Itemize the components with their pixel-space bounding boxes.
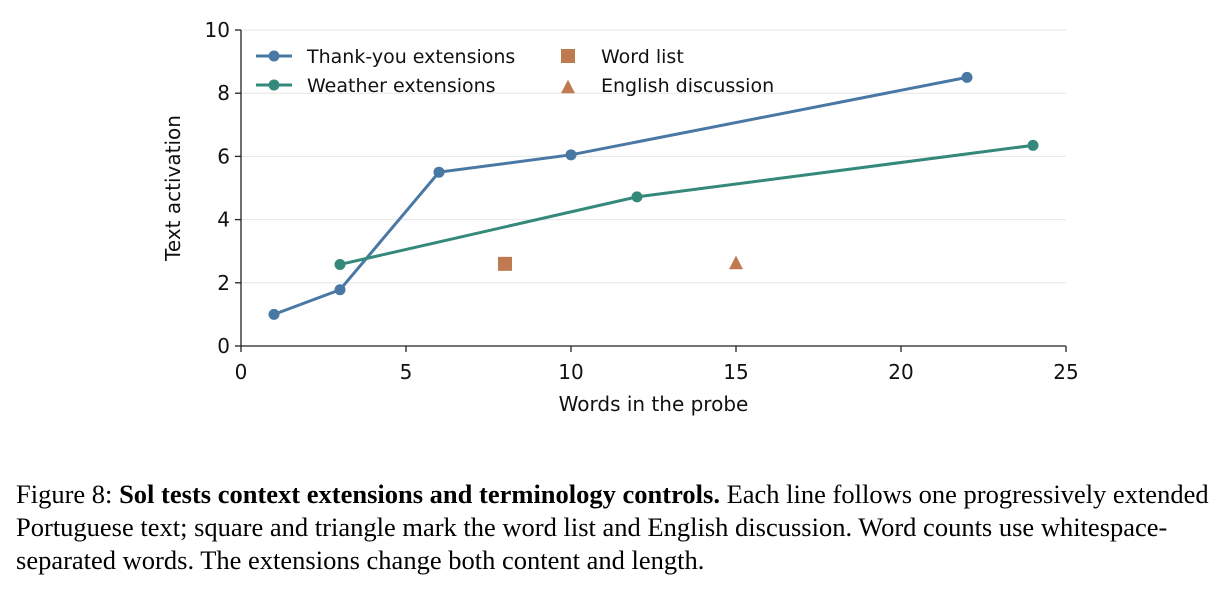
series-line-weather-extensions [339, 143, 1034, 266]
data-point-thank-you-extensions-4 [961, 71, 973, 83]
caption-text: Each line follows one progressively exte… [16, 479, 1209, 575]
data-point-thank-you-extensions-1 [334, 284, 346, 296]
x-tick-label-0: 0 [235, 360, 248, 384]
y-tick-label-10: 10 [205, 18, 230, 42]
legend-label-thank-you-extensions: Thank-you extensions [306, 46, 515, 68]
grid-lines [241, 29, 1066, 284]
y-tick-label-4: 4 [217, 208, 230, 232]
y-axis-label: Text activation [161, 115, 185, 262]
x-tick-label-5: 5 [400, 360, 413, 384]
legend-label-weather-extensions: Weather extensions [307, 75, 496, 97]
caption-prefix: Figure 8: [16, 479, 120, 509]
data-point-weather-extensions-0 [334, 258, 346, 270]
y-tick-label-8: 8 [217, 81, 230, 105]
legend-marker-thank-you-extensions [268, 50, 280, 62]
legend-marker-word-list [561, 49, 575, 63]
data-series [268, 71, 1039, 320]
y-tick-label-2: 2 [217, 271, 230, 295]
data-point-thank-you-extensions-2 [433, 166, 445, 178]
axes [240, 30, 1066, 347]
tick-labels: 0 2 4 6 8 10 0 5 10 15 20 25 [205, 18, 1079, 384]
x-tick-label-25: 25 [1053, 360, 1078, 384]
y-tick-label-6: 6 [217, 144, 230, 168]
figure-caption: Figure 8: Sol tests context extensions a… [16, 478, 1212, 577]
caption-bold-title: Sol tests context extensions and termino… [119, 479, 720, 509]
legend-marker-english-discussion [561, 79, 575, 94]
series-line-thank-you-extensions [273, 75, 968, 316]
x-axis-label: Words in the probe [559, 392, 749, 416]
legend-marker-weather-extensions [268, 79, 280, 91]
legend-label-english-discussion: English discussion [601, 75, 774, 97]
legend-label-word-list: Word list [601, 46, 684, 68]
data-point-thank-you-extensions-3 [565, 149, 577, 161]
data-point-weather-extensions-1 [631, 191, 643, 203]
legend: Thank-you extensions Weather extensions Wo… [256, 46, 774, 97]
data-point-thank-you-extensions-0 [268, 308, 280, 320]
y-tick-label-0: 0 [217, 334, 230, 358]
chart: 0 2 4 6 8 10 0 5 10 15 20 25 Thank-you extensions We… [161, 18, 1079, 416]
x-tick-label-20: 20 [888, 360, 913, 384]
x-tick-label-10: 10 [558, 360, 583, 384]
data-point-weather-extensions-2 [1027, 139, 1039, 151]
data-point-word-list-0 [498, 256, 512, 271]
x-tick-label-15: 15 [723, 360, 748, 384]
data-point-english-discussion-0 [729, 255, 743, 270]
